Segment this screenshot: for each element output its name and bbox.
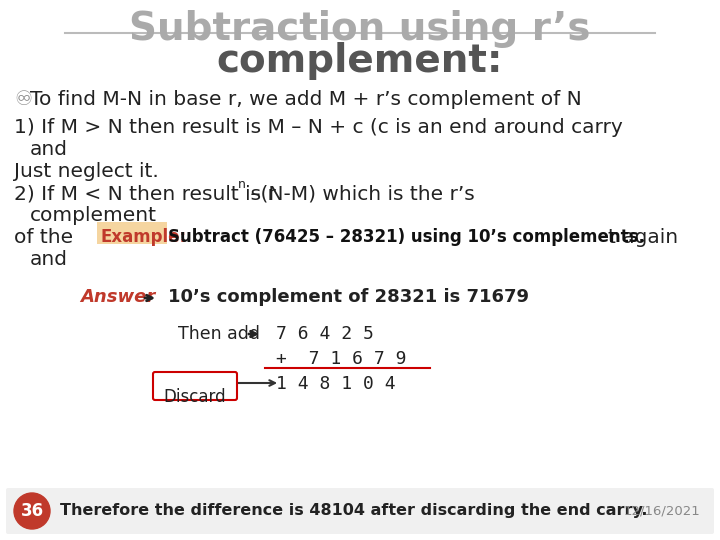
- Text: t again: t again: [608, 228, 678, 247]
- Text: Discard: Discard: [163, 388, 226, 406]
- Text: Therefore the difference is 48104 after discarding the end carry.: Therefore the difference is 48104 after …: [60, 503, 647, 518]
- Text: n: n: [238, 178, 246, 191]
- Text: Just neglect it.: Just neglect it.: [14, 162, 158, 181]
- Text: Subtraction using r’s: Subtraction using r’s: [130, 10, 590, 48]
- Text: Example:: Example:: [100, 228, 186, 246]
- Text: To find M-N in base r, we add M + r’s complement of N: To find M-N in base r, we add M + r’s co…: [30, 90, 582, 109]
- Text: ♾: ♾: [14, 90, 32, 109]
- Text: –(N-M) which is the r’s: –(N-M) which is the r’s: [244, 184, 474, 203]
- Text: 1 4 8 1 0 4: 1 4 8 1 0 4: [276, 375, 395, 393]
- Text: Subtract (76425 – 28321) using 10’s complements.: Subtract (76425 – 28321) using 10’s comp…: [168, 228, 645, 246]
- Text: 10’s complement of 28321 is 71679: 10’s complement of 28321 is 71679: [168, 288, 529, 306]
- Text: 7 6 4 2 5: 7 6 4 2 5: [276, 325, 374, 343]
- Text: 2) If M < N then result is r: 2) If M < N then result is r: [14, 184, 276, 203]
- Text: and: and: [30, 140, 68, 159]
- Text: Then add: Then add: [178, 325, 260, 343]
- Text: 36: 36: [20, 502, 44, 520]
- Text: complement:: complement:: [217, 42, 503, 80]
- FancyBboxPatch shape: [153, 372, 237, 400]
- Text: 1) If M > N then result is M – N + c (c is an end around carry: 1) If M > N then result is M – N + c (c …: [14, 118, 623, 137]
- Text: of the: of the: [14, 228, 73, 247]
- Text: and: and: [30, 250, 68, 269]
- Text: Answer: Answer: [80, 288, 156, 306]
- Text: +  7 1 6 7 9: + 7 1 6 7 9: [276, 350, 407, 368]
- Text: 12/16/2021: 12/16/2021: [624, 504, 700, 517]
- FancyBboxPatch shape: [97, 222, 167, 244]
- Text: complement: complement: [30, 206, 157, 225]
- FancyBboxPatch shape: [6, 488, 714, 534]
- Circle shape: [14, 493, 50, 529]
